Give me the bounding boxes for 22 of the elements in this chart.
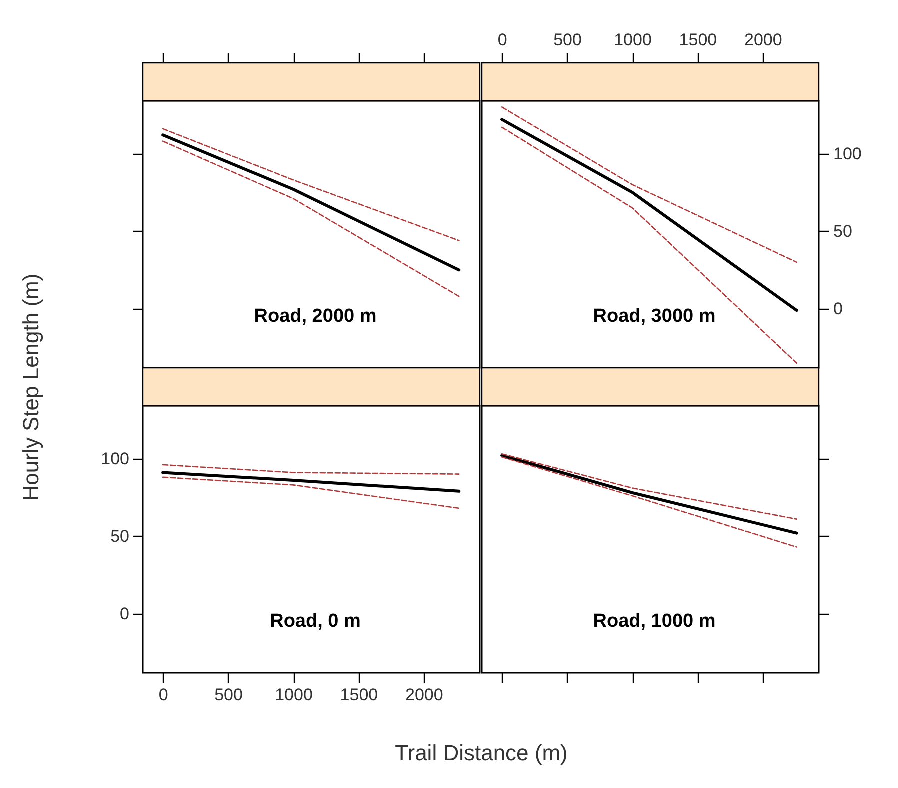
x-tick-label: 0	[498, 30, 508, 50]
y-tick-label: 50	[834, 222, 852, 241]
x-tick-label: 1500	[679, 30, 718, 50]
x-tick-label: 500	[214, 686, 243, 704]
y-tick-label: 50	[110, 526, 130, 546]
annotation: Road, 3000 m	[593, 306, 716, 327]
annotation: Road, 0 m	[270, 611, 361, 632]
x-tick-label: 1000	[614, 30, 652, 50]
y-axis-title: Hourly Step Length (m)	[18, 274, 44, 502]
y-tick-label: 0	[834, 300, 843, 319]
annotation: Road, 2000 m	[254, 306, 377, 327]
annotation: Road, 1000 m	[593, 611, 716, 632]
x-tick-label: 1500	[340, 686, 378, 704]
x-tick-label: 2000	[744, 30, 782, 50]
y-tick-label: 100	[101, 449, 130, 468]
x-tick-label: 500	[554, 30, 582, 50]
x-tick-label: 0	[158, 686, 168, 704]
x-axis-title: Trail Distance (m)	[395, 740, 568, 766]
y-tick-label: 100	[834, 144, 862, 164]
x-tick-label: 2000	[406, 686, 444, 704]
x-tick-label: 1000	[275, 686, 313, 704]
y-tick-label: 0	[120, 604, 130, 624]
